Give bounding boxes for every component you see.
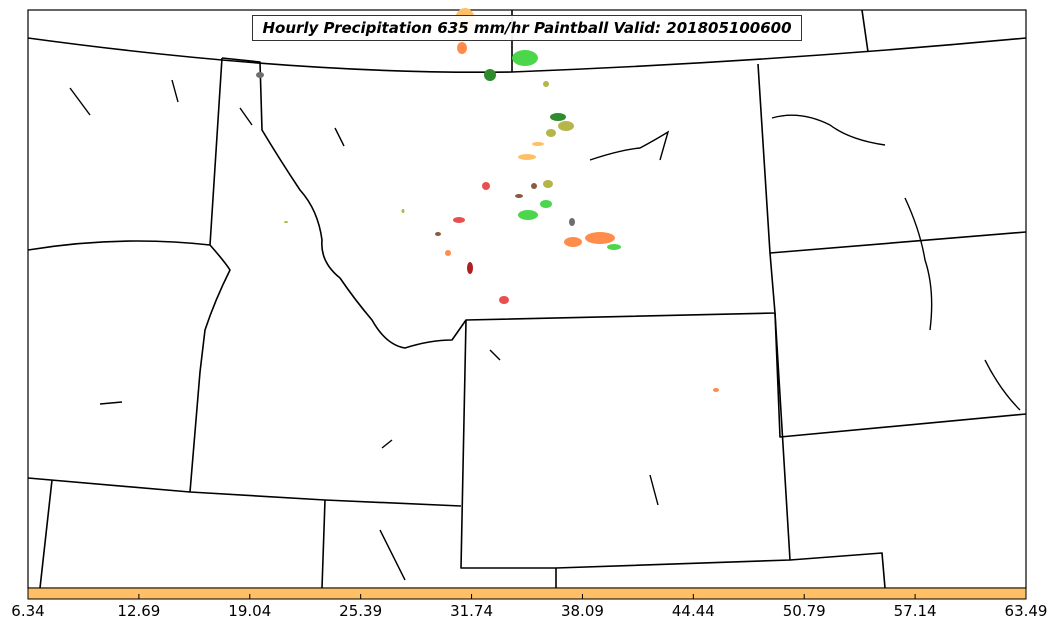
paintball-blob <box>569 218 575 226</box>
paintball-blob <box>546 129 556 137</box>
colorbar-tick-label: 12.69 <box>117 602 161 620</box>
flaming-gorge <box>649 474 659 506</box>
paintball-blob <box>518 154 536 160</box>
lake-sakakawea <box>771 114 886 146</box>
fort-peck-lake <box>589 130 670 161</box>
colorbar-tick-label: 6.34 <box>11 602 45 620</box>
dakota-boundaries <box>769 231 1027 438</box>
paintball-blob <box>558 121 574 131</box>
blue-mountain-lake <box>99 401 123 405</box>
paintball-blob <box>540 200 552 208</box>
idaho-boundary <box>189 57 462 507</box>
colorado-nebraska-boundary <box>789 552 886 589</box>
paintball-blob <box>713 388 719 392</box>
paintball-blob <box>401 209 405 213</box>
lake-pend-oreille <box>171 79 179 103</box>
lake-chelan <box>69 87 91 116</box>
paintball-blob <box>435 232 441 236</box>
colorbar-tick-label: 38.09 <box>560 602 604 620</box>
plot-border <box>27 9 1027 589</box>
lake-oahe <box>904 197 933 331</box>
paintball-blob <box>607 244 621 250</box>
state-boundaries <box>27 9 1027 589</box>
paintball-blob <box>532 142 544 146</box>
washington-oregon-boundary <box>27 240 211 493</box>
paintball-blob <box>482 182 490 190</box>
lewis-and-clark-lake <box>984 359 1021 411</box>
coeur-dalene-lake <box>239 107 253 126</box>
colorbar-tick-label: 63.49 <box>1004 602 1048 620</box>
water-bodies <box>69 79 1021 581</box>
colorbar <box>27 587 1027 600</box>
colorbar-tick-label: 31.74 <box>450 602 494 620</box>
paintball-blob <box>585 232 615 244</box>
paintball-blob <box>467 262 473 274</box>
bear-lake <box>381 439 393 449</box>
montana-boundary <box>221 57 776 349</box>
paintball-blob <box>256 72 264 78</box>
flathead-lake <box>334 127 345 147</box>
paintball-blob <box>457 42 467 54</box>
paintball-blob <box>550 113 566 121</box>
paintball-blob <box>445 250 451 256</box>
paintball-blob <box>564 237 582 247</box>
map-title: Hourly Precipitation 635 mm/hr Paintball… <box>252 15 802 41</box>
paintball-blob <box>284 221 288 223</box>
paintball-blob <box>543 81 549 87</box>
colorbar-tick-label: 50.79 <box>782 602 826 620</box>
utah-boundaries <box>39 479 557 589</box>
paintball-blob <box>499 296 509 304</box>
colorbar-tick-label: 57.14 <box>893 602 937 620</box>
paintball-blob <box>518 210 538 220</box>
yellowstone-lake <box>489 349 501 361</box>
paintball-blob <box>453 217 465 223</box>
paintball-blob <box>515 194 523 198</box>
great-salt-lake <box>379 529 406 581</box>
paintball-blob <box>484 69 496 81</box>
colorbar-tick-label: 25.39 <box>339 602 383 620</box>
precipitation-paintballs <box>256 8 719 392</box>
colorbar-ticks <box>27 594 1027 599</box>
paintball-blob <box>543 180 553 188</box>
paintball-blob <box>531 183 537 189</box>
colorbar-tick-label: 44.44 <box>671 602 715 620</box>
colorbar-tick-label: 19.04 <box>228 602 272 620</box>
paintball-blob <box>512 50 538 66</box>
